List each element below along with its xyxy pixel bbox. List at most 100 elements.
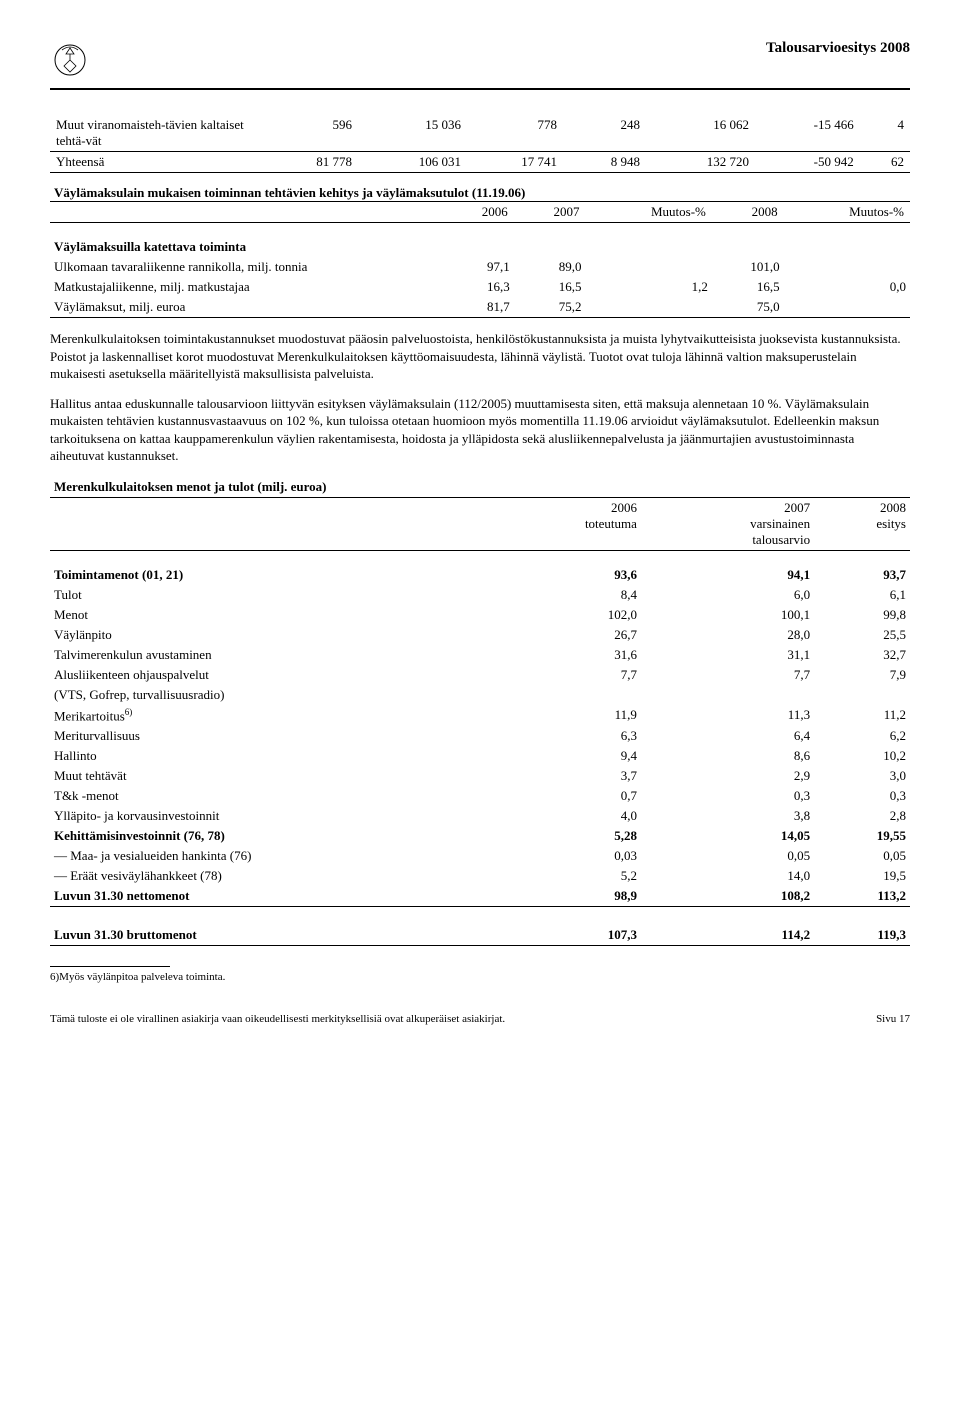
cell: 100,1 [641, 605, 814, 625]
row-label: — Maa- ja vesialueiden hankinta (76) [50, 846, 488, 866]
cell: 6,4 [641, 726, 814, 746]
cell: -15 466 [755, 115, 860, 152]
cell: 7,7 [641, 665, 814, 685]
table-title-row: Merenkulkulaitoksen menot ja tulot (milj… [50, 477, 910, 498]
col-head: 2006 [442, 202, 514, 223]
paragraph-1: Merenkulkulaitoksen toimintakustannukset… [50, 330, 910, 383]
table-row: Luvun 31.30 nettomenot98,9108,2113,2 [50, 886, 910, 907]
cell: 4,0 [488, 806, 641, 826]
cell: 15 036 [358, 115, 467, 152]
cell: 0,05 [814, 846, 910, 866]
page-number: Sivu 17 [876, 1013, 910, 1025]
cell [586, 297, 712, 318]
paragraph-2: Hallitus antaa eduskunnalle talousarvioo… [50, 395, 910, 465]
document-title: Talousarvioesitys 2008 [766, 40, 910, 57]
table-vaylamaksu: Väylämaksulain mukaisen toiminnan tehtäv… [50, 183, 910, 318]
cell: 7,7 [488, 665, 641, 685]
cell: 28,0 [641, 625, 814, 645]
row-label: Hallinto [50, 746, 488, 766]
table-row: Muut tehtävät3,72,93,0 [50, 766, 910, 786]
col-head: 2008 [712, 202, 784, 223]
cell: 98,9 [488, 886, 641, 907]
row-label: — Eräät vesiväylähankkeet (78) [50, 866, 488, 886]
cell: 107,3 [488, 925, 641, 946]
cell: 3,0 [814, 766, 910, 786]
row-label: Talvimerenkulun avustaminen [50, 645, 488, 665]
table-row: Yhteensä 81 778 106 031 17 741 8 948 132… [50, 152, 910, 173]
col-head: Muutos-% [586, 202, 712, 223]
col-head: 2006toteutuma [488, 497, 641, 550]
crest-icon [50, 40, 90, 84]
table-row: Tulot8,46,06,1 [50, 585, 910, 605]
table-row: Ulkomaan tavaraliikenne rannikolla, milj… [50, 257, 910, 277]
row-label: Muut tehtävät [50, 766, 488, 786]
cell: 113,2 [814, 886, 910, 907]
table-title: Merenkulkulaitoksen menot ja tulot (milj… [54, 479, 327, 494]
row-label: Matkustajaliikenne, milj. matkustajaa [50, 277, 442, 297]
cell: 1,2 [586, 277, 712, 297]
cell: 102,0 [488, 605, 641, 625]
cell: 6,3 [488, 726, 641, 746]
table-title-row: Väylämaksulain mukaisen toiminnan tehtäv… [50, 183, 910, 202]
cell: 3,7 [488, 766, 641, 786]
cell: 7,9 [814, 665, 910, 685]
cell: 11,3 [641, 705, 814, 726]
table-row: Väylämaksut, milj. euroa 81,7 75,2 75,0 [50, 297, 910, 318]
cell: 81 778 [262, 152, 358, 173]
table-row: — Maa- ja vesialueiden hankinta (76)0,03… [50, 846, 910, 866]
cell: 17 741 [467, 152, 563, 173]
table-row: T&k -menot0,70,30,3 [50, 786, 910, 806]
row-label: Kehittämisinvestoinnit (76, 78) [50, 826, 488, 846]
cell: 114,2 [641, 925, 814, 946]
row-label: T&k -menot [50, 786, 488, 806]
cell: 32,7 [814, 645, 910, 665]
cell: 2,8 [814, 806, 910, 826]
cell: 248 [563, 115, 646, 152]
row-label: Yhteensä [50, 152, 262, 173]
cell: 9,4 [488, 746, 641, 766]
row-label: (VTS, Gofrep, turvallisuusradio) [50, 685, 488, 705]
cell: 25,5 [814, 625, 910, 645]
table-row: Toimintamenot (01, 21)93,694,193,7 [50, 565, 910, 585]
cell: 5,2 [488, 866, 641, 886]
cell: 16 062 [646, 115, 755, 152]
cell: 0,7 [488, 786, 641, 806]
table-row: Matkustajaliikenne, milj. matkustajaa 16… [50, 277, 910, 297]
cell: 3,8 [641, 806, 814, 826]
cell: 99,8 [814, 605, 910, 625]
cell: 62 [860, 152, 910, 173]
cell: 101,0 [712, 257, 784, 277]
table-row: Talvimerenkulun avustaminen31,631,132,7 [50, 645, 910, 665]
table-row: Meriturvallisuus6,36,46,2 [50, 726, 910, 746]
footer-disclaimer: Tämä tuloste ei ole virallinen asiakirja… [50, 1013, 505, 1025]
cell: 94,1 [641, 565, 814, 585]
row-label: Merikartoitus6) [50, 705, 488, 726]
table-row: Merikartoitus6)11,911,311,2 [50, 705, 910, 726]
cell: 14,0 [641, 866, 814, 886]
row-label: Tulot [50, 585, 488, 605]
cell: 8,4 [488, 585, 641, 605]
cell: 19,55 [814, 826, 910, 846]
cell: -50 942 [755, 152, 860, 173]
row-label: Toimintamenot (01, 21) [50, 565, 488, 585]
row-label: Luvun 31.30 bruttomenot [50, 925, 488, 946]
table-row: Väylänpito26,728,025,5 [50, 625, 910, 645]
cell: 11,9 [488, 705, 641, 726]
cell: 6,1 [814, 585, 910, 605]
row-label: Meriturvallisuus [50, 726, 488, 746]
cell: 0,3 [814, 786, 910, 806]
table-vaylamaksu-wrap: Väylämaksulain mukaisen toiminnan tehtäv… [50, 183, 910, 318]
row-label: Muut viranomaisteh-tävien kaltaiset teht… [50, 115, 262, 152]
row-label: Väylämaksut, milj. euroa [50, 297, 442, 318]
cell: 0,05 [641, 846, 814, 866]
cell [784, 257, 910, 277]
table-row: (VTS, Gofrep, turvallisuusradio) [50, 685, 910, 705]
cell: 0,03 [488, 846, 641, 866]
table-row: Hallinto9,48,610,2 [50, 746, 910, 766]
table-section-row: Väylämaksuilla katettava toiminta [50, 237, 910, 257]
cell: 16,5 [712, 277, 784, 297]
cell: 75,0 [712, 297, 784, 318]
table-row: Ylläpito- ja korvausinvestoinnit4,03,82,… [50, 806, 910, 826]
cell [784, 297, 910, 318]
row-label: Menot [50, 605, 488, 625]
